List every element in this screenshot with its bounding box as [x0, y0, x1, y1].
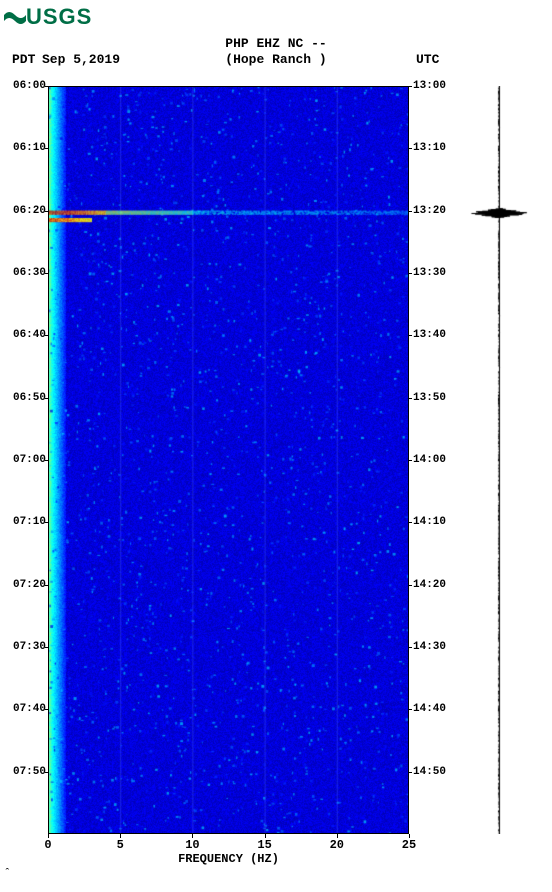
footer-glyph: ˆ — [4, 868, 11, 880]
ytick-left: 06:00 — [0, 80, 46, 92]
ytick-left: 06:20 — [0, 205, 46, 217]
ytick-left: 06:30 — [0, 267, 46, 279]
xtick: 0 — [44, 838, 51, 852]
ytick-left: 07:00 — [0, 454, 46, 466]
station-title: PHP EHZ NC -- — [0, 36, 552, 51]
ytick-right: 14:20 — [413, 579, 446, 591]
ytick-right: 13:40 — [413, 329, 446, 341]
ytick-left: 07:30 — [0, 641, 46, 653]
ytick-right: 14:50 — [413, 766, 446, 778]
xtick: 15 — [257, 838, 271, 852]
seismogram-canvas — [468, 86, 530, 834]
ytick-right: 13:00 — [413, 80, 446, 92]
ytick-right: 13:50 — [413, 392, 446, 404]
ytick-right: 14:10 — [413, 516, 446, 528]
xtick: 10 — [185, 838, 199, 852]
ytick-left: 06:50 — [0, 392, 46, 404]
ytick-right: 13:20 — [413, 205, 446, 217]
xtick: 20 — [330, 838, 344, 852]
tz-left-label: PDT — [12, 52, 35, 67]
usgs-logo: USGS — [4, 4, 92, 30]
ytick-left: 07:50 — [0, 766, 46, 778]
ytick-right: 14:30 — [413, 641, 446, 653]
xtick: 25 — [402, 838, 416, 852]
xtick: 5 — [117, 838, 124, 852]
ytick-left: 07:40 — [0, 703, 46, 715]
tz-right-label: UTC — [416, 52, 439, 67]
spectrogram-canvas — [48, 86, 409, 834]
ytick-left: 06:10 — [0, 142, 46, 154]
ytick-right: 14:00 — [413, 454, 446, 466]
date-label: Sep 5,2019 — [42, 52, 120, 67]
ytick-right: 14:40 — [413, 703, 446, 715]
x-axis-label: FREQUENCY (HZ) — [48, 852, 409, 866]
ytick-right: 13:30 — [413, 267, 446, 279]
ytick-left: 06:40 — [0, 329, 46, 341]
ytick-left: 07:10 — [0, 516, 46, 528]
ytick-right: 13:10 — [413, 142, 446, 154]
ytick-left: 07:20 — [0, 579, 46, 591]
